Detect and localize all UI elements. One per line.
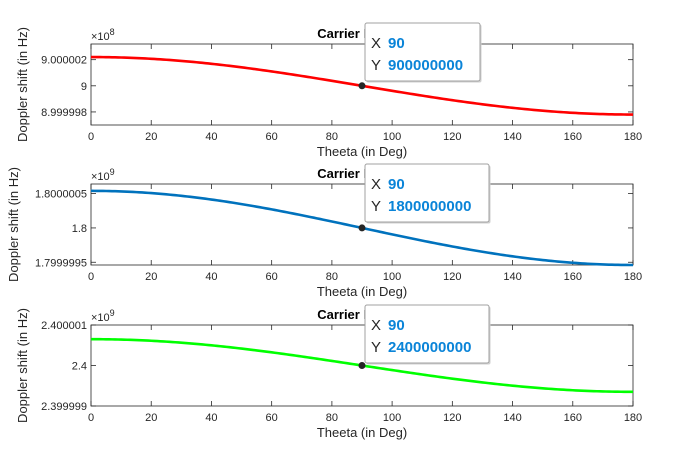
datatip-y-value: 900000000: [388, 57, 463, 74]
datatip-y-key: Y: [371, 57, 381, 74]
datatip-x-key: X: [371, 317, 381, 334]
datatip-marker: [358, 224, 366, 232]
datatip-y-value: 2400000000: [388, 339, 471, 356]
x-tick-label: 0: [88, 131, 94, 143]
y-tick-label: 1.7999995: [35, 257, 87, 269]
x-tick-label: 20: [145, 131, 157, 143]
y-exponent-label: ×109: [91, 167, 115, 183]
datatip-x-value: 90: [388, 176, 405, 193]
datatip-marker: [358, 82, 366, 90]
x-axis-label: Theeta (in Deg): [317, 144, 407, 159]
x-tick-label: 180: [624, 412, 642, 424]
x-tick-label: 60: [266, 271, 278, 283]
y-axis-label: Doppler shift (in Hz): [15, 308, 30, 423]
x-tick-label: 100: [383, 131, 401, 143]
x-tick-label: 100: [383, 271, 401, 283]
y-axis-label: Doppler shift (in Hz): [6, 167, 21, 282]
x-tick-label: 160: [564, 271, 582, 283]
chart-panel-2: 0 20 40 60 80 100 120 140 160 180 1.7999995 1.8 1.80…: [6, 163, 642, 299]
x-tick-label: 180: [624, 271, 642, 283]
x-tick-label: 20: [145, 271, 157, 283]
datatip-marker: [358, 362, 366, 369]
datatip-x-value: 90: [388, 35, 405, 52]
x-axis-label: Theeta (in Deg): [317, 425, 407, 440]
y-tick-label: 1.8: [72, 223, 87, 235]
datatip-x-key: X: [371, 35, 381, 52]
datatip-x-value: 90: [388, 317, 405, 334]
x-tick-label: 40: [205, 271, 217, 283]
x-tick-label: 140: [503, 271, 521, 283]
x-tick-label: 40: [205, 131, 217, 143]
x-tick-label: 60: [266, 412, 278, 424]
x-tick-label: 20: [145, 412, 157, 424]
x-tick-label: 80: [326, 412, 338, 424]
chart-panel-1: 0 20 40 60 80 100 120 140 160 180 8.999998 9 9.00000…: [15, 22, 642, 159]
datatip-y-value: 1800000000: [388, 198, 471, 215]
datatip-box: [364, 22, 481, 82]
x-tick-label: 140: [503, 131, 521, 143]
datatip-y-key: Y: [371, 339, 381, 356]
x-tick-label: 160: [564, 412, 582, 424]
chart-panel-3: 0 20 40 60 80 100 120 140 160 180 2.399999 2.4 2.400…: [15, 304, 642, 440]
datatip-box: [364, 304, 490, 364]
y-tick-label: 9: [81, 81, 87, 93]
x-axis-label: Theeta (in Deg): [317, 284, 407, 299]
x-tick-label: 80: [326, 271, 338, 283]
y-tick-label: 1.8000005: [35, 189, 87, 201]
x-tick-label: 40: [205, 412, 217, 424]
y-tick-label: 2.4: [72, 361, 87, 373]
y-tick-label: 8.999998: [41, 107, 87, 119]
y-tick-label: 9.000002: [41, 55, 87, 67]
x-tick-label: 100: [383, 412, 401, 424]
x-tick-label: 0: [88, 271, 94, 283]
x-tick-label: 180: [624, 131, 642, 143]
datatip-x-key: X: [371, 176, 381, 193]
y-exponent-label: ×108: [91, 27, 115, 43]
x-tick-label: 160: [564, 131, 582, 143]
x-tick-label: 140: [503, 412, 521, 424]
y-tick-label: 2.399999: [41, 401, 87, 413]
y-exponent-label: ×109: [91, 308, 115, 324]
x-tick-label: 120: [443, 271, 461, 283]
x-tick-label: 120: [443, 131, 461, 143]
x-tick-label: 120: [443, 412, 461, 424]
x-tick-label: 80: [326, 131, 338, 143]
datatip-y-key: Y: [371, 198, 381, 215]
y-tick-label: 2.400001: [41, 320, 87, 332]
x-tick-label: 0: [88, 412, 94, 424]
y-axis-label: Doppler shift (in Hz): [15, 27, 30, 142]
x-tick-label: 60: [266, 131, 278, 143]
datatip-box: [364, 163, 490, 223]
